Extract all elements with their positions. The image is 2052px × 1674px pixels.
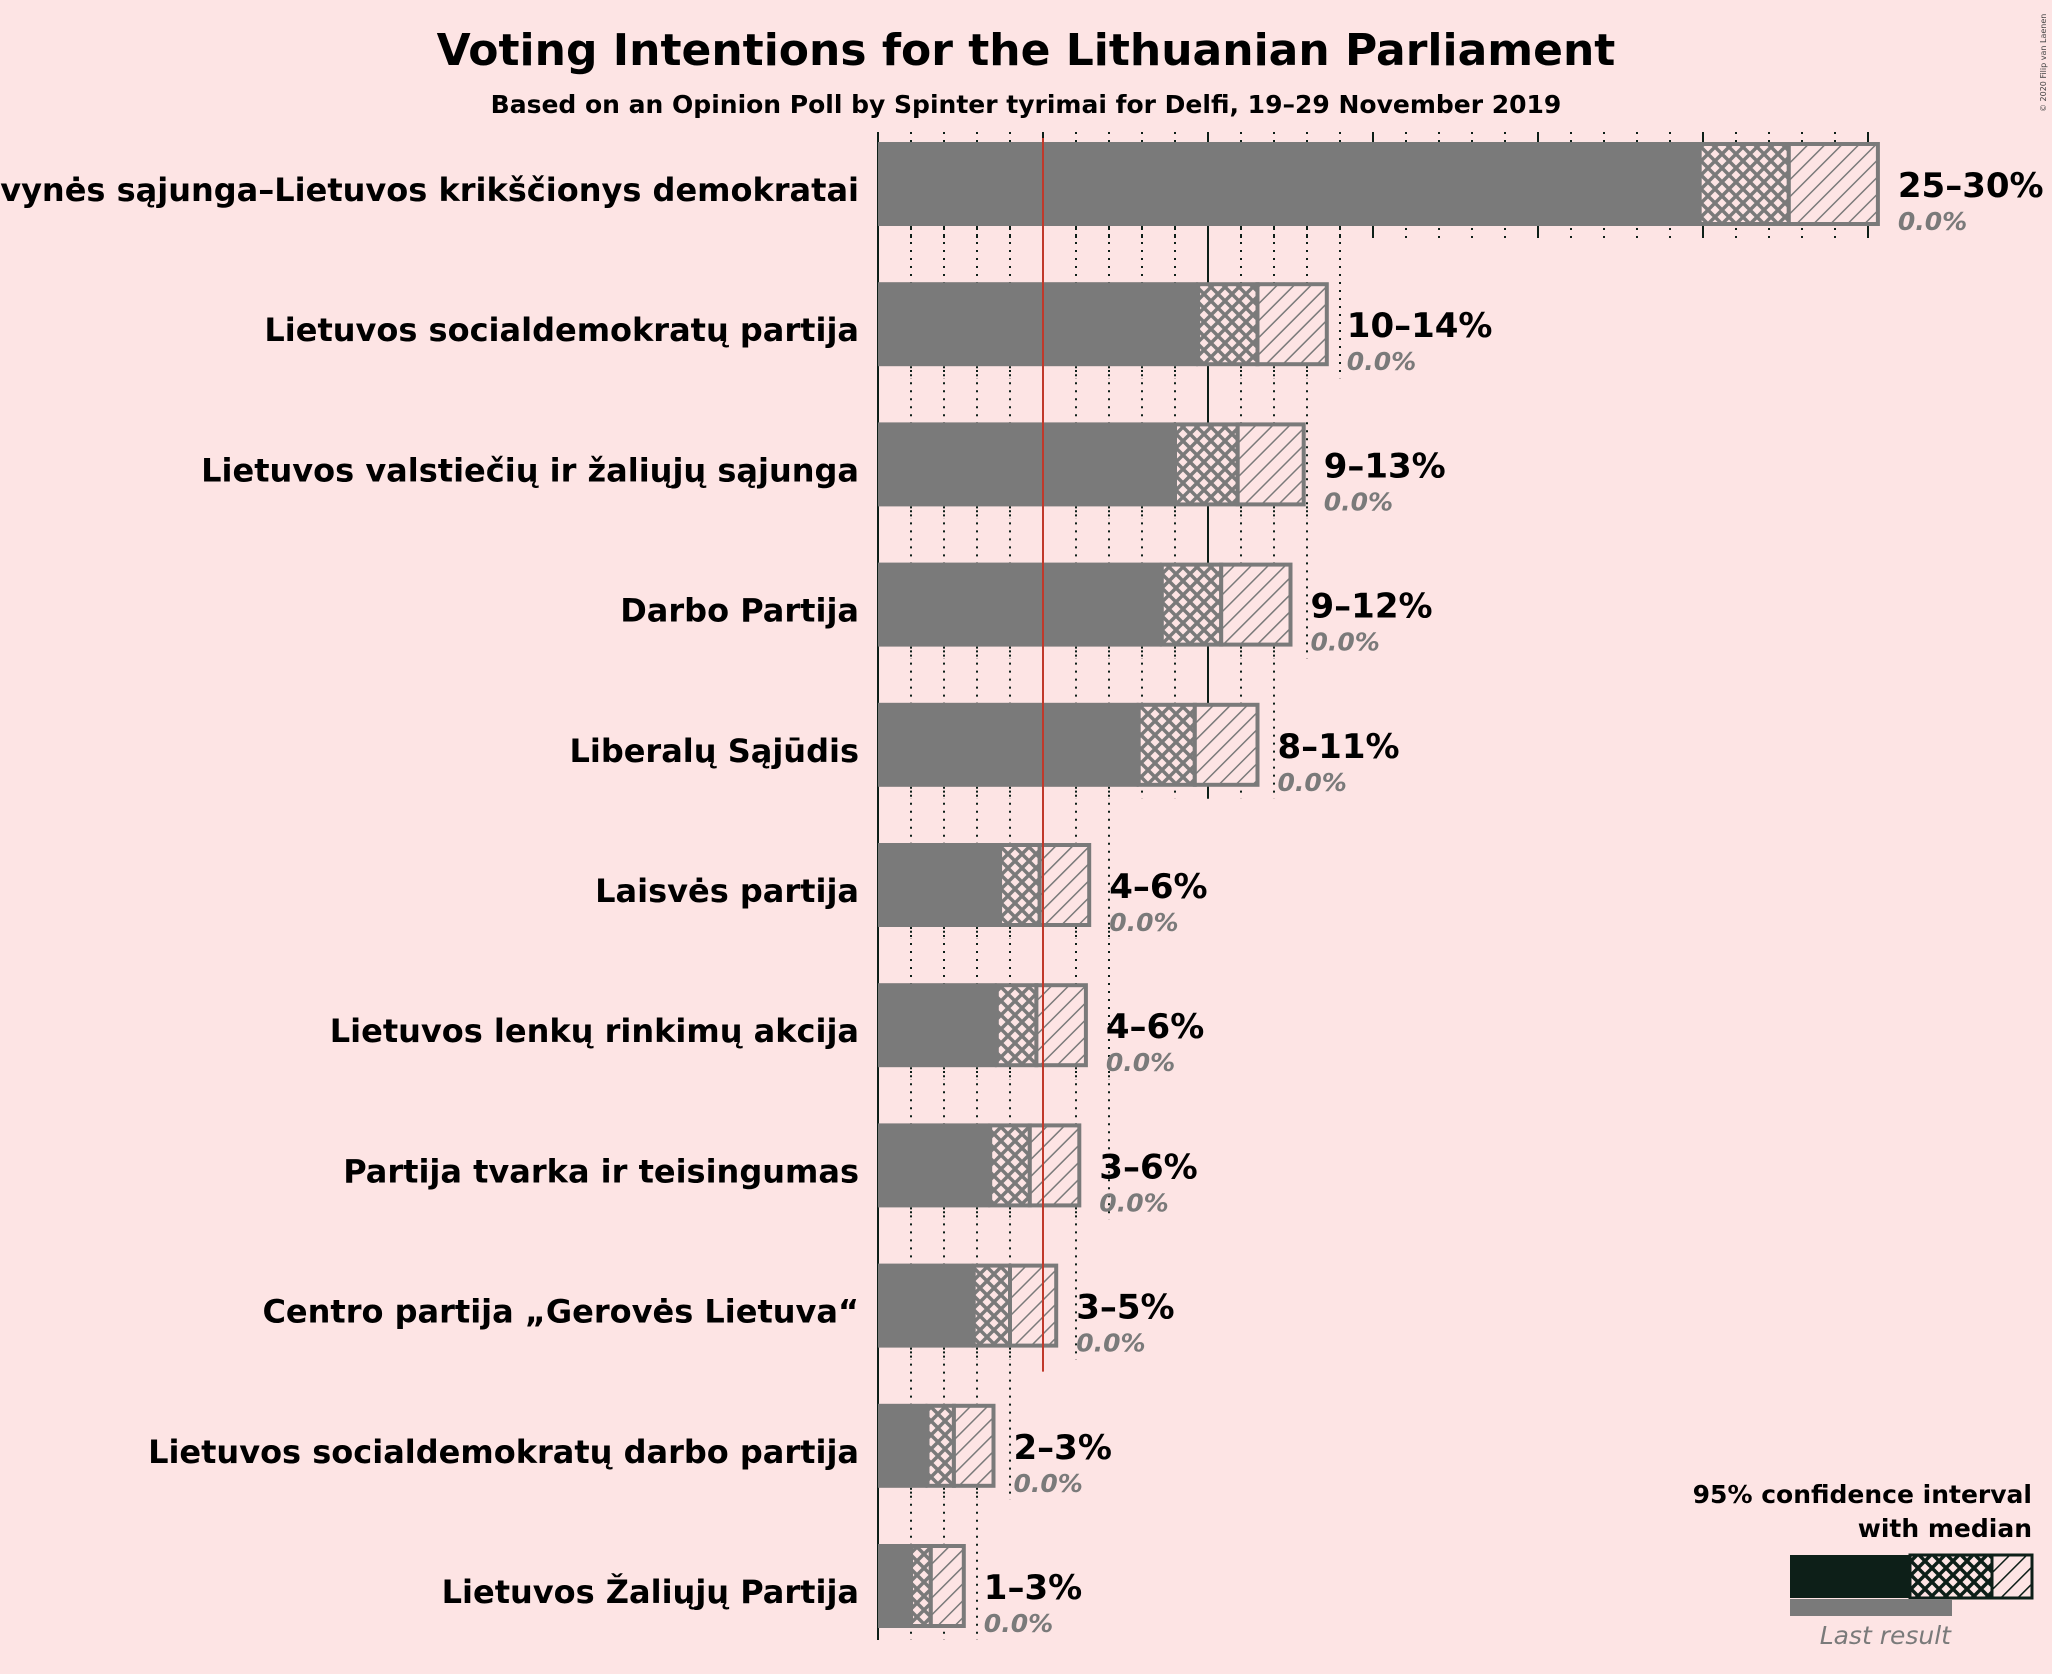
last-result-label: 0.0% xyxy=(984,1609,1053,1638)
bar-ci-upper xyxy=(1037,843,1092,927)
bar-solid xyxy=(878,1123,991,1208)
bar-ci-lower xyxy=(909,1544,933,1628)
bar-solid xyxy=(878,142,1700,226)
bar-ci-lower xyxy=(1697,142,1791,226)
party-label: Liberalų Sąjūdis xyxy=(569,732,859,770)
bar-ci-upper xyxy=(1255,282,1329,367)
bar-ci-lower xyxy=(925,1403,956,1488)
party-label: Laisvės partija xyxy=(595,872,859,910)
last-result-label: 0.0% xyxy=(1324,487,1393,516)
bar-solid xyxy=(878,843,1001,927)
range-label: 9–13% xyxy=(1324,446,1446,486)
bar-ci-upper xyxy=(1192,702,1260,787)
bar-solid xyxy=(878,1263,974,1348)
party-label: Lietuvos lenkų rinkimų akcija xyxy=(330,1012,859,1050)
last-result-label: 0.0% xyxy=(1898,207,1967,236)
labels-layer: Tėvynės sąjunga–Lietuvos krikščionys dem… xyxy=(0,166,2044,1638)
bar-ci-upper xyxy=(928,1544,966,1628)
bar-ci-upper xyxy=(951,1403,996,1488)
bar-ci-upper xyxy=(1034,983,1088,1068)
legend-crosshatch-swatch xyxy=(1908,1553,1994,1600)
party-label: Tėvynės sąjunga–Lietuvos krikščionys dem… xyxy=(0,171,859,209)
chart-title: Voting Intentions for the Lithuanian Par… xyxy=(437,25,1616,76)
copyright-text: © 2020 Filip van Laenen xyxy=(2039,14,2048,112)
legend-ci-label-line1: 95% confidence interval xyxy=(1693,1480,2032,1509)
range-label: 1–3% xyxy=(984,1568,1082,1608)
bar-ci-lower xyxy=(971,1263,1013,1348)
last-result-label: 0.0% xyxy=(1109,908,1178,937)
bar-solid xyxy=(878,983,997,1068)
bar-ci-lower xyxy=(1196,282,1260,367)
party-label: Lietuvos valstiečių ir žaliųjų sąjunga xyxy=(201,451,859,489)
bar-ci-upper xyxy=(1219,562,1293,647)
party-label: Centro partija „Gerovės Lietuva“ xyxy=(262,1293,859,1331)
bar-ci-upper xyxy=(1786,142,1880,226)
legend-ci-label-line2: with median xyxy=(1858,1514,2032,1543)
last-result-label: 0.0% xyxy=(1278,768,1347,797)
chart-subtitle: Based on an Opinion Poll by Spinter tyri… xyxy=(491,90,1562,119)
bar-ci-lower xyxy=(1136,702,1197,787)
legend: 95% confidence interval with median Last… xyxy=(1693,1480,2034,1650)
range-label: 8–11% xyxy=(1278,727,1400,767)
last-result-label: 0.0% xyxy=(1347,347,1416,376)
bar-solid xyxy=(878,562,1162,647)
last-result-label: 0.0% xyxy=(1099,1188,1168,1217)
range-label: 10–14% xyxy=(1347,306,1493,346)
bar-ci-lower xyxy=(1159,562,1224,647)
bar-ci-upper xyxy=(1008,1263,1059,1348)
last-result-label: 0.0% xyxy=(1106,1048,1175,1077)
party-label: Darbo Partija xyxy=(620,592,859,630)
last-result-label: 0.0% xyxy=(1076,1329,1145,1358)
bar-solid xyxy=(878,282,1199,367)
range-label: 4–6% xyxy=(1109,867,1207,907)
last-result-label: 0.0% xyxy=(1014,1469,1083,1498)
bar-solid xyxy=(878,1403,928,1488)
range-label: 3–6% xyxy=(1099,1147,1197,1187)
bars-layer xyxy=(878,142,1880,1628)
bar-solid xyxy=(878,422,1175,507)
party-label: Partija tvarka ir teisingumas xyxy=(343,1152,859,1190)
bar-ci-lower xyxy=(1173,422,1240,507)
last-result-label: 0.0% xyxy=(1311,628,1380,657)
bar-ci-lower xyxy=(988,1123,1032,1208)
bar-ci-lower xyxy=(998,843,1042,927)
legend-solid-swatch xyxy=(1790,1555,1910,1598)
range-label: 3–5% xyxy=(1076,1288,1174,1328)
legend-last-result-label: Last result xyxy=(1820,1621,1952,1650)
bar-solid xyxy=(878,1544,911,1628)
bar-ci-lower xyxy=(994,983,1039,1068)
party-label: Lietuvos socialdemokratų partija xyxy=(264,311,859,349)
bar-ci-upper xyxy=(1235,422,1306,507)
party-label: Lietuvos Žaliųjų Partija xyxy=(442,1573,859,1611)
legend-last-result-swatch xyxy=(1790,1599,1952,1616)
range-label: 4–6% xyxy=(1106,1007,1204,1047)
party-label: Lietuvos socialdemokratų darbo partija xyxy=(148,1433,859,1471)
range-label: 9–12% xyxy=(1311,587,1433,627)
bar-ci-upper xyxy=(1027,1123,1082,1208)
legend-hatch-swatch xyxy=(1990,1553,2034,1600)
bar-solid xyxy=(878,702,1139,787)
range-label: 25–30% xyxy=(1898,166,2044,206)
range-label: 2–3% xyxy=(1014,1428,1112,1468)
